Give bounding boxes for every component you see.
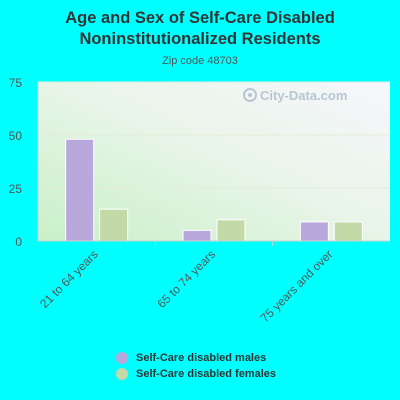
bar-males — [65, 138, 95, 242]
legend-item-females: Self-Care disabled females — [116, 366, 276, 382]
chart-title: Age and Sex of Self-Care Disabled Nonins… — [65, 9, 335, 48]
legend-swatch-females — [116, 368, 128, 380]
legend-swatch-males — [116, 352, 128, 364]
bar-males — [299, 221, 329, 242]
bar-males — [182, 229, 212, 242]
bar-females — [99, 208, 129, 242]
legend-item-males: Self-Care disabled males — [116, 350, 276, 366]
watermark-text: City-Data.com — [260, 88, 347, 103]
legend-label-males: Self-Care disabled males — [136, 352, 267, 364]
y-tick-label: 25 — [9, 182, 23, 196]
watermark: City-Data.com — [243, 88, 347, 103]
y-tick-label: 75 — [9, 76, 23, 90]
bar-females — [216, 219, 246, 242]
x-tick-label: 65 to 74 years — [154, 247, 218, 311]
y-tick-label: 0 — [15, 235, 22, 249]
legend: Self-Care disabled males Self-Care disab… — [116, 350, 276, 382]
x-tick-label: 21 to 64 years — [37, 247, 101, 311]
chart-subtitle: Zip code 48703 — [162, 55, 238, 67]
legend-label-females: Self-Care disabled females — [136, 368, 277, 380]
y-tick-label: 50 — [9, 129, 23, 143]
bar-females — [333, 221, 363, 242]
x-tick-label: 75 years and over — [258, 247, 336, 325]
plot-area — [38, 82, 390, 241]
